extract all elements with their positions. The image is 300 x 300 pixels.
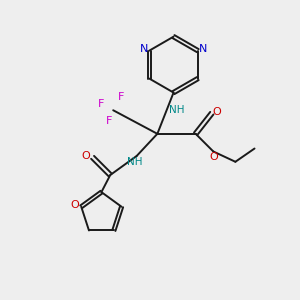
Text: N: N bbox=[199, 44, 207, 54]
Text: O: O bbox=[82, 151, 91, 161]
Text: NH: NH bbox=[127, 158, 142, 167]
Text: O: O bbox=[213, 107, 221, 117]
Text: O: O bbox=[70, 200, 79, 210]
Text: F: F bbox=[118, 92, 124, 102]
Text: O: O bbox=[209, 152, 218, 162]
Text: F: F bbox=[98, 99, 104, 109]
Text: N: N bbox=[140, 44, 148, 54]
Text: F: F bbox=[106, 116, 112, 126]
Text: NH: NH bbox=[169, 105, 185, 115]
